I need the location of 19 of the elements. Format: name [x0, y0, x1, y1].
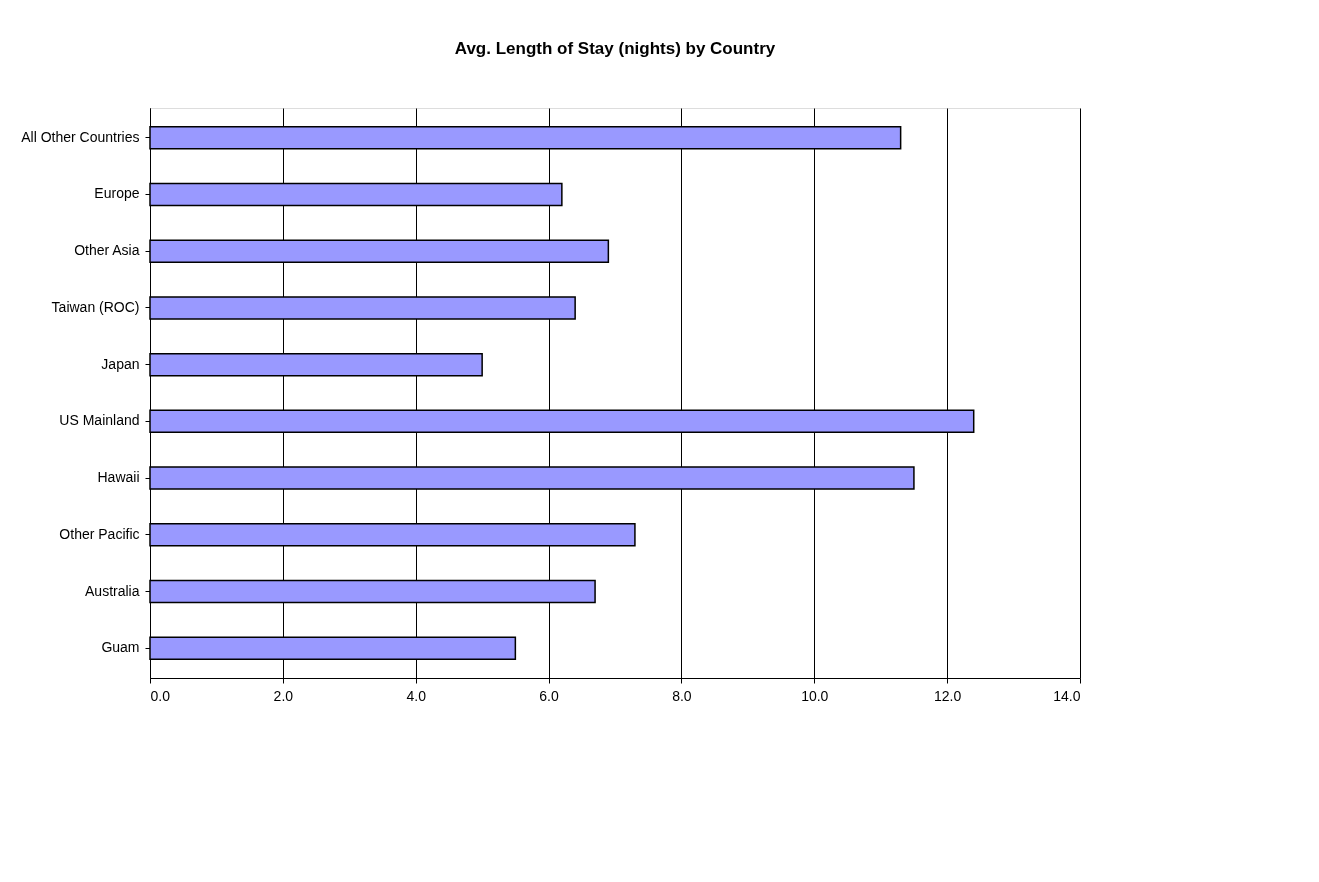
x-tick-label: 4.0 — [406, 687, 427, 704]
y-tick-label: Guam — [101, 639, 140, 656]
x-tick-label: 12.0 — [934, 687, 962, 704]
x-tick-label: 2.0 — [273, 687, 294, 704]
x-tick-label: 8.0 — [672, 687, 692, 704]
x-tick-label: 14.0 — [1053, 687, 1081, 704]
x-tick-label: 6.0 — [539, 687, 560, 704]
y-tick-label: Hawaii — [97, 469, 140, 486]
y-tick-label: Australia — [85, 582, 140, 599]
y-tick-label: Europe — [94, 185, 140, 202]
y-tick-label: All Other Countries — [21, 128, 140, 145]
y-tick-label: Taiwan (ROC) — [51, 298, 140, 315]
y-tick-label: US Mainland — [59, 412, 140, 429]
x-tick-label: 10.0 — [801, 687, 829, 704]
chart-title: Avg. Length of Stay (nights) by Country — [454, 39, 776, 58]
y-tick-label: Japan — [101, 355, 140, 372]
y-tick-label: Other Pacific — [59, 525, 140, 542]
x-tick-label: 0.0 — [150, 687, 171, 704]
y-tick-label: Other Asia — [74, 242, 140, 259]
